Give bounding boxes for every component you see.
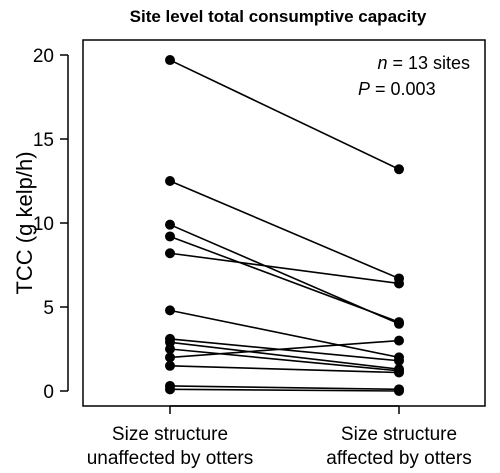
chart-title: Site level total consumptive capacity <box>130 7 427 26</box>
x-axis: Size structure unaffected by otters Size s… <box>87 405 472 469</box>
series-line <box>169 338 400 362</box>
data-point <box>165 344 175 354</box>
data-point <box>165 352 175 363</box>
series-line <box>169 339 400 359</box>
series-line <box>169 235 400 323</box>
data-point <box>165 231 175 242</box>
data-point <box>394 367 404 378</box>
x-category-label: unaffected by otters <box>87 448 254 469</box>
x-category-label: Size structure <box>112 424 228 445</box>
data-point <box>165 305 175 316</box>
x-category-label: affected by otters <box>326 448 471 469</box>
data-point <box>165 384 175 395</box>
series-line <box>169 348 400 372</box>
series-line <box>169 252 400 285</box>
data-point <box>165 219 175 230</box>
y-axis: 0 5 10 15 20 <box>33 46 69 403</box>
y-axis-label: TCC (g kelp/h) <box>12 151 37 294</box>
series-line <box>169 385 400 391</box>
data-point <box>394 386 404 396</box>
data-point <box>165 176 175 186</box>
series-points <box>165 55 404 396</box>
series-line <box>169 365 400 374</box>
series-line <box>169 180 400 280</box>
y-tick-label: 0 <box>43 382 54 403</box>
series-line <box>169 309 400 359</box>
data-point <box>394 278 404 289</box>
series-line <box>169 341 400 370</box>
data-point <box>394 317 404 328</box>
n-value: = 13 sites <box>387 53 470 73</box>
n-symbol: n <box>377 53 387 73</box>
data-point <box>165 360 175 371</box>
data-point <box>165 248 175 259</box>
data-point <box>394 164 404 175</box>
x-category-label: Size structure <box>341 424 457 445</box>
p-annotation: P = 0.003 <box>358 79 436 99</box>
series-line <box>169 59 400 170</box>
series-line <box>169 388 400 392</box>
y-tick-label: 15 <box>33 130 54 151</box>
y-tick-label: 20 <box>33 46 54 67</box>
series-lines <box>169 59 400 392</box>
y-tick-label: 5 <box>43 298 54 319</box>
y-tick-label: 10 <box>33 214 54 235</box>
data-point <box>394 355 404 366</box>
data-point <box>165 55 175 66</box>
p-value: = 0.003 <box>370 79 436 99</box>
p-symbol: P <box>358 79 370 99</box>
n-annotation: n = 13 sites <box>377 53 470 73</box>
data-point <box>394 335 404 346</box>
